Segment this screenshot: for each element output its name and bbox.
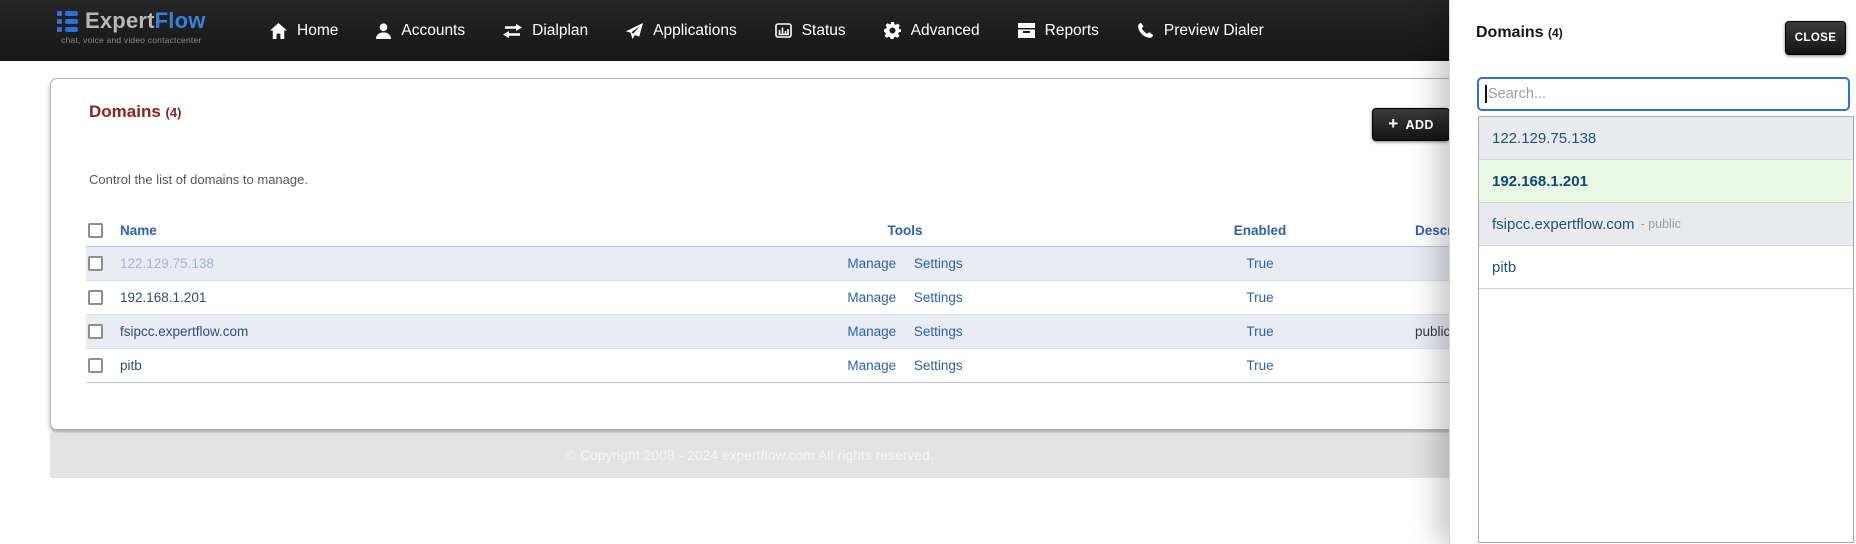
domain-name-link[interactable]: fsipcc.expertflow.com (120, 323, 249, 339)
close-button[interactable]: CLOSE (1785, 21, 1846, 55)
domain-list-item[interactable]: 122.129.75.138 (1479, 117, 1853, 160)
domains-side-panel: Domains (4) CLOSE 122.129.75.138 192.168… (1449, 0, 1856, 544)
enabled-value: True (1246, 357, 1274, 373)
enabled-value: True (1246, 323, 1274, 339)
search-input[interactable] (1477, 77, 1850, 111)
phone-icon (1137, 22, 1154, 39)
domain-list-item[interactable]: fsipcc.expertflow.com - public (1479, 203, 1853, 246)
settings-link[interactable]: Settings (913, 357, 963, 373)
manage-link[interactable]: Manage (847, 255, 897, 271)
nav-item-applications[interactable]: Applications (626, 22, 737, 40)
plus-icon: + (1388, 114, 1399, 133)
nav-item-dialplan[interactable]: Dialplan (503, 22, 588, 40)
enabled-value: True (1246, 255, 1274, 271)
description-value: public (1415, 323, 1451, 339)
table-row: 192.168.1.201 Manage Settings True (86, 280, 1706, 314)
domain-list-item[interactable]: pitb (1479, 246, 1853, 289)
nav-menu: Home Accounts Dialplan Applications Stat… (270, 0, 1264, 61)
manage-link[interactable]: Manage (847, 289, 897, 305)
nav-item-status[interactable]: Status (774, 22, 846, 40)
column-header-name[interactable]: Name (120, 223, 157, 239)
domain-list-item-active[interactable]: 192.168.1.201 (1479, 160, 1853, 203)
nav-item-accounts[interactable]: Accounts (376, 22, 465, 40)
brand-logo[interactable]: ExpertFlow chat, voice and video contact… (57, 8, 206, 45)
archive-icon (1017, 23, 1035, 38)
row-checkbox[interactable] (88, 323, 103, 339)
settings-link[interactable]: Settings (913, 289, 963, 305)
domain-name-link[interactable]: 122.129.75.138 (120, 255, 214, 271)
paper-plane-icon (626, 22, 644, 39)
manage-link[interactable]: Manage (847, 357, 897, 373)
brand-name: ExpertFlow (85, 8, 206, 33)
bar-chart-icon (774, 23, 792, 38)
copyright-text: © Copyright 2008 - 2024 expertflow.com A… (566, 448, 934, 463)
table-row: pitb Manage Settings True (86, 348, 1706, 382)
page-subtitle: Control the list of domains to manage. (89, 172, 308, 187)
nav-item-reports[interactable]: Reports (1017, 22, 1099, 40)
brand-tagline: chat, voice and video contactcenter (61, 35, 202, 45)
panel-title: Domains (4) (1476, 24, 1563, 41)
domain-name-link[interactable]: pitb (120, 357, 142, 373)
column-header-enabled[interactable]: Enabled (1233, 223, 1287, 239)
user-icon (376, 22, 392, 39)
swap-arrows-icon (503, 23, 523, 38)
select-all-checkbox[interactable] (88, 223, 103, 239)
manage-link[interactable]: Manage (847, 323, 897, 339)
domain-name-link[interactable]: 192.168.1.201 (120, 289, 207, 305)
settings-link[interactable]: Settings (913, 323, 963, 339)
enabled-value: True (1246, 289, 1274, 305)
page-title: Domains (4) (89, 102, 182, 121)
nav-item-advanced[interactable]: Advanced (883, 22, 980, 40)
row-checkbox[interactable] (88, 255, 103, 271)
table-row: fsipcc.expertflow.com Manage Settings Tr… (86, 314, 1706, 348)
nav-item-home[interactable]: Home (270, 22, 338, 40)
row-checkbox[interactable] (88, 289, 103, 305)
table-row: 122.129.75.138 Manage Settings True (86, 246, 1706, 280)
gear-icon (883, 22, 901, 39)
domain-list: 122.129.75.138 192.168.1.201 fsipcc.expe… (1478, 116, 1854, 543)
add-button[interactable]: + ADD (1372, 108, 1450, 141)
settings-link[interactable]: Settings (913, 255, 963, 271)
row-checkbox[interactable] (88, 357, 103, 373)
nav-item-preview-dialer[interactable]: Preview Dialer (1137, 22, 1264, 40)
expertflow-logo-icon (57, 10, 78, 32)
domain-search (1477, 77, 1850, 111)
home-icon (270, 22, 287, 39)
column-header-tools[interactable]: Tools (887, 223, 923, 239)
